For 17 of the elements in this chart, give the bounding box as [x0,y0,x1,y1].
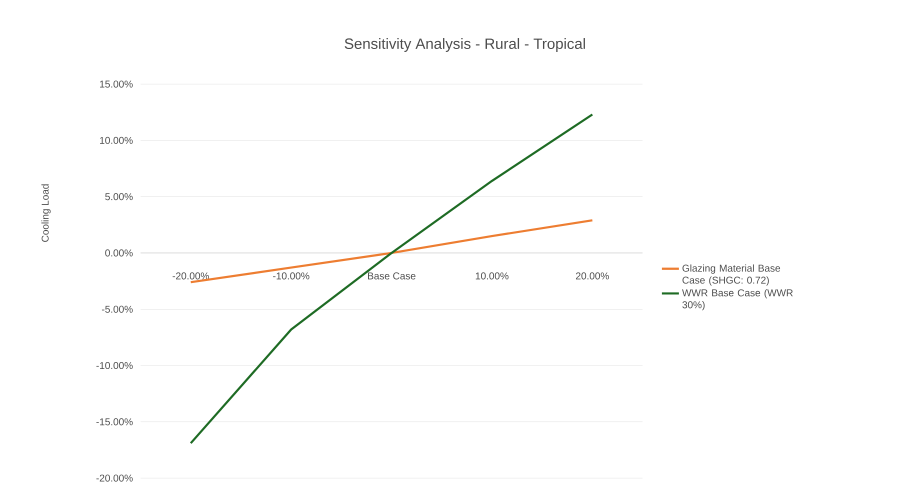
x-tick-label: Base Case [368,272,416,280]
x-tick-label: 10.00% [476,272,509,280]
y-tick-label: -20.00% [96,474,133,482]
y-tick-label: 5.00% [105,193,133,200]
y-tick-label: 10.00% [100,136,133,144]
x-tick-label: -20.00% [172,272,209,280]
chart-title: Sensitivity Analysis - Rural - Tropical [344,38,585,52]
y-tick-label: 0.00% [105,249,133,256]
legend-label: WWR Base Case (WWR 30%) [682,289,793,310]
x-tick-label: -10.00% [273,272,310,280]
y-tick-label: 15.00% [100,80,133,88]
x-tick-label: 20.00% [576,272,609,280]
y-tick-label: -15.00% [96,418,133,426]
y-tick-label: -5.00% [102,306,133,313]
y-axis-title: Cooling Load [41,184,51,242]
y-tick-label: -10.00% [96,362,133,370]
legend-label: Glazing Material Base Case (SHGC: 0.72) [682,264,780,286]
